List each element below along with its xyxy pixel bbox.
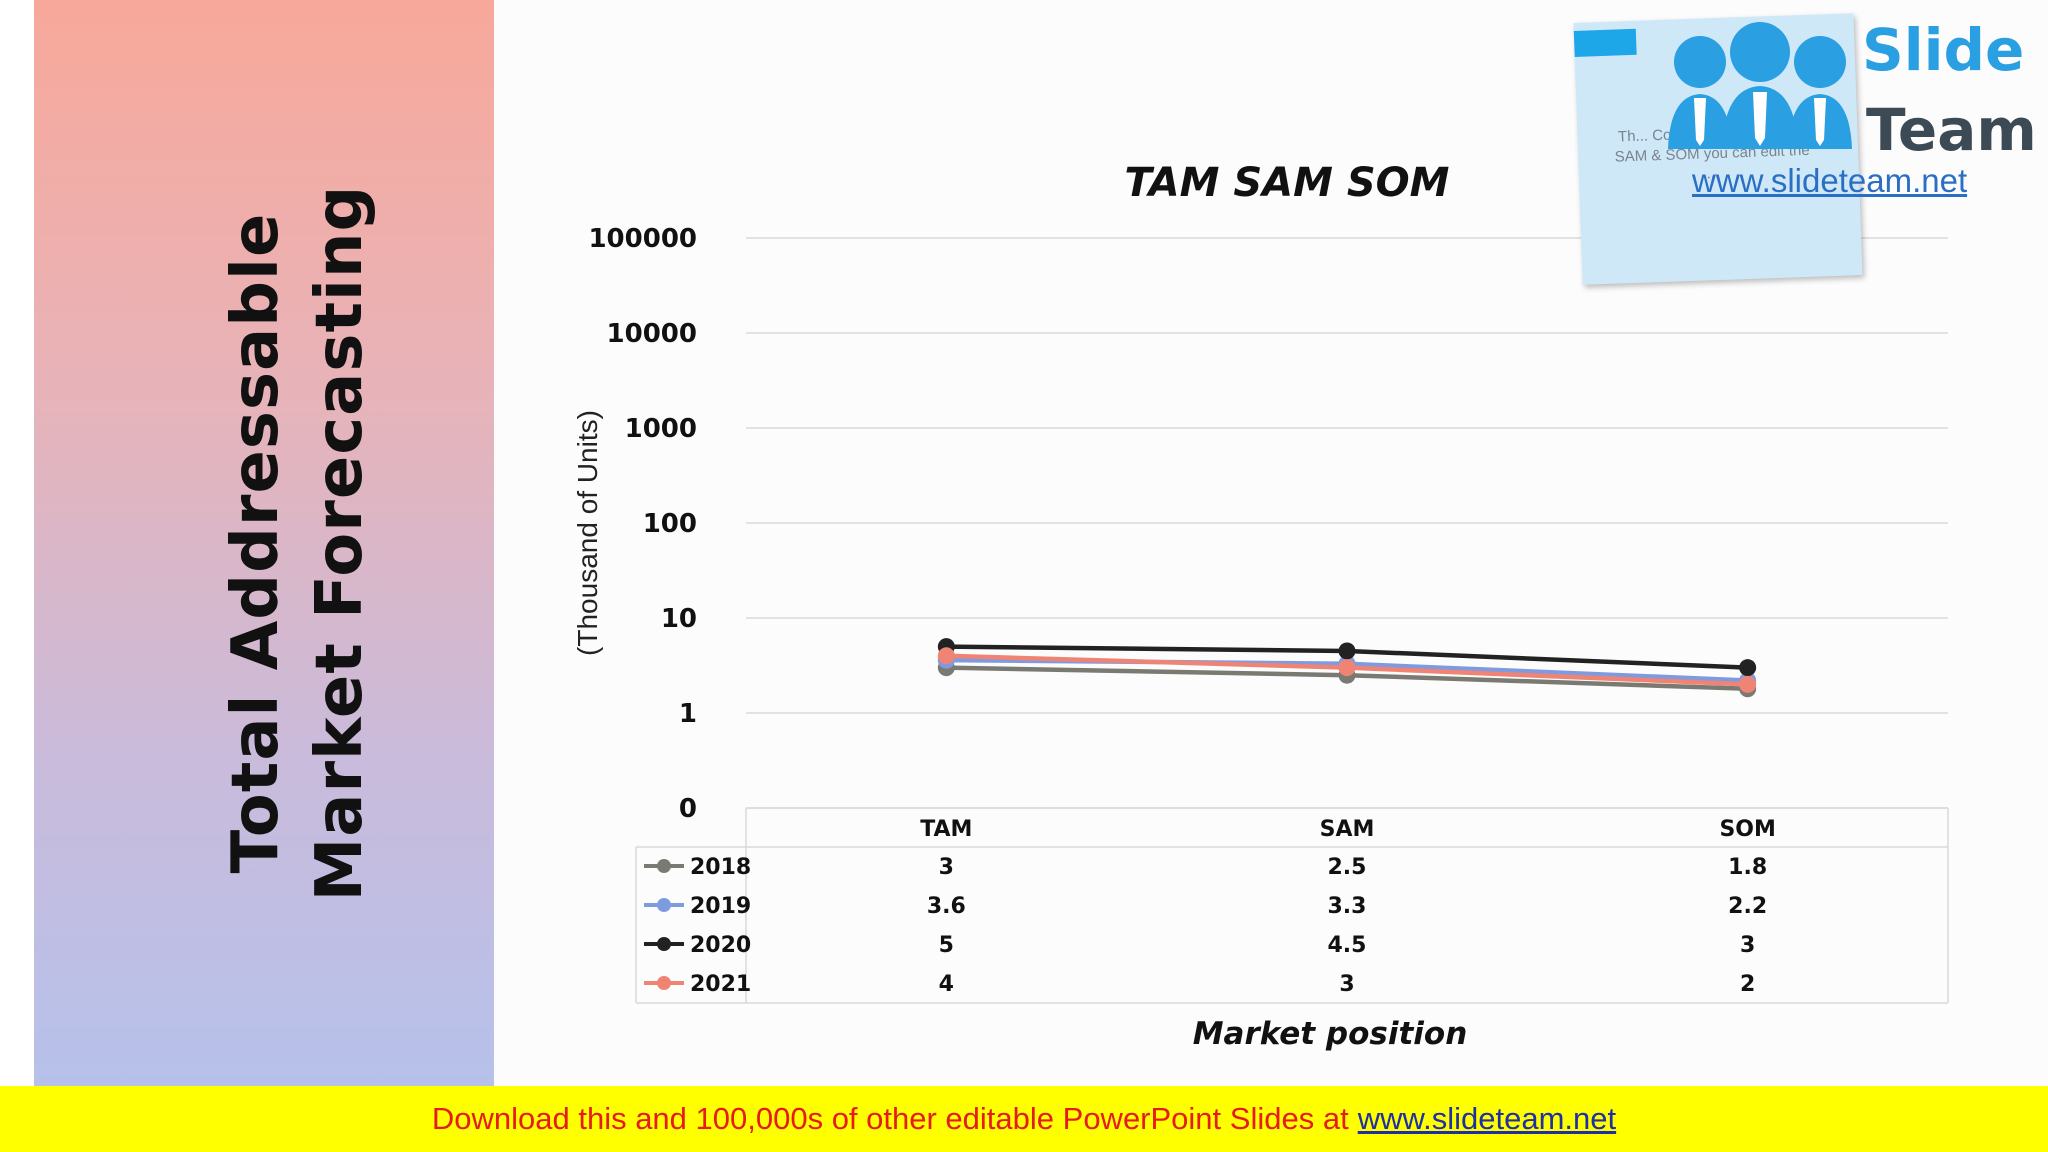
y-axis-label: (Thousand of Units) (572, 410, 603, 656)
legend-marker (657, 937, 671, 951)
x-category-label: SOM (1719, 817, 1775, 842)
table-cell-value: 3 (1740, 933, 1755, 958)
x-axis-label: Market position (1193, 1016, 1468, 1052)
logo-brand-bottom: Team (1866, 96, 2037, 164)
logo-brand-top: Slide (1862, 16, 2025, 84)
data-point-2021 (1338, 659, 1356, 677)
y-tick-label: 1 (679, 699, 697, 729)
legend-marker (657, 976, 671, 990)
table-cell-value: 1.8 (1728, 855, 1767, 880)
slide-title: Total Addressable Market Forecasting (219, 184, 377, 902)
table-cell-value: 3 (1339, 972, 1354, 997)
table-cell-value: 3 (939, 855, 954, 880)
legend-marker (657, 859, 671, 873)
table-cell-value: 2 (1740, 972, 1755, 997)
logo-card-tab (1573, 28, 1637, 57)
y-tick-label: 0 (679, 794, 697, 824)
y-tick-label: 10 (661, 604, 697, 634)
legend-marker (657, 898, 671, 912)
legend-label: 2021 (690, 972, 751, 997)
table-cell-value: 3.6 (927, 894, 966, 919)
data-point-2020 (1338, 642, 1356, 660)
footer-text: Download this and 100,000s of other edit… (431, 1101, 1349, 1136)
y-tick-label: 1000 (625, 414, 697, 444)
logo-url-link[interactable]: www.slideteam.net (1692, 162, 1968, 199)
chart-title: TAM SAM SOM (1125, 160, 1450, 206)
x-category-label: TAM (920, 817, 972, 842)
x-category-label: SAM (1320, 817, 1375, 842)
table-cell-value: 4 (939, 972, 954, 997)
data-point-2021 (937, 647, 955, 665)
legend-label: 2018 (690, 855, 751, 880)
legend-label: 2019 (690, 894, 751, 919)
footer-link[interactable]: www.slideteam.net (1357, 1101, 1617, 1136)
table-cell-value: 5 (939, 933, 954, 958)
data-point-2021 (1739, 675, 1757, 693)
table-cell-value: 3.3 (1328, 894, 1367, 919)
table-cell-value: 2.2 (1728, 894, 1767, 919)
y-tick-label: 100 (643, 509, 697, 539)
line-chart: TAM SAM SOM1000001000010001001010(Thousa… (572, 160, 1949, 1052)
table-cell-value: 2.5 (1328, 855, 1367, 880)
table-cell-value: 4.5 (1328, 933, 1367, 958)
data-point-2020 (1739, 659, 1757, 677)
people-logo-icon (1668, 22, 1852, 149)
footer-banner: Download this and 100,000s of other edit… (0, 1086, 2048, 1152)
side-panel: Total Addressable Market Forecasting (34, 0, 494, 1086)
y-tick-label: 100000 (588, 224, 697, 254)
legend-label: 2020 (690, 933, 751, 958)
y-tick-label: 10000 (607, 319, 697, 349)
